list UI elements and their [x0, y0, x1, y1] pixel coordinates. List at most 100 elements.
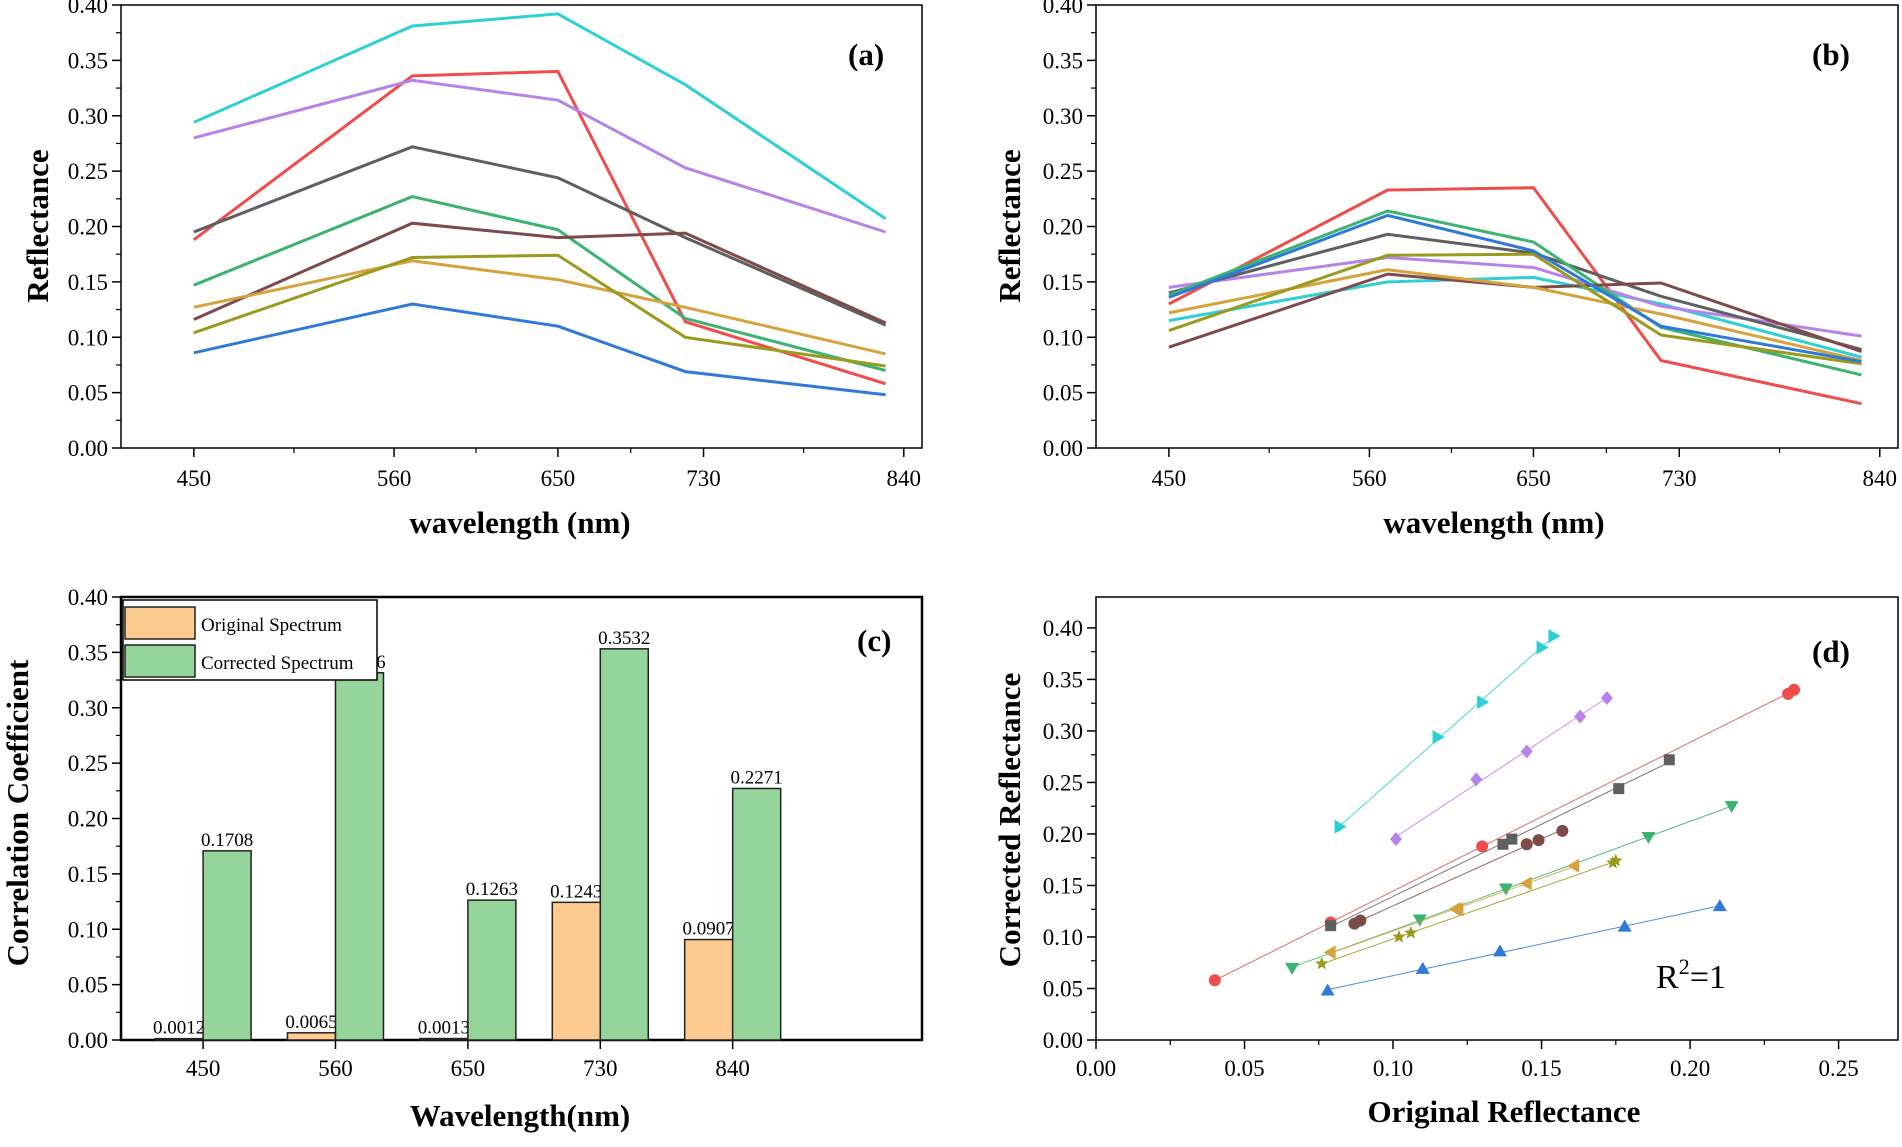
b-series-line-s3 — [1168, 255, 1862, 338]
a-x-tick-label: 560 — [377, 466, 412, 491]
d-point-green — [1412, 914, 1427, 927]
b-y-tick-label: 0.25 — [1043, 159, 1083, 184]
c-legend-label: Original Spectrum — [201, 615, 342, 636]
a-y-tick-label: 0.15 — [68, 270, 108, 295]
a-y-tick-label: 0.30 — [68, 104, 108, 129]
panel-b: (b) wavelength (nm) Reflectance 0.00 0.05… — [992, 0, 1899, 540]
d-point-gray — [1663, 754, 1675, 766]
b-series-line-s8 — [1168, 252, 1862, 366]
d-point-cyan — [1548, 629, 1561, 644]
d-point-cyan — [1432, 730, 1445, 745]
d-y-tick-label: 0.25 — [1043, 770, 1083, 795]
a-series-line-s1 — [193, 12, 887, 220]
c-y-tick-label: 0.25 — [68, 751, 108, 776]
d-x-tick-label: 0.15 — [1521, 1056, 1561, 1081]
a-series-line-s4 — [193, 145, 887, 327]
d-y-tick-label: 0.10 — [1043, 925, 1083, 950]
d-x-tick-label: 0.00 — [1076, 1056, 1116, 1081]
d-y-tick-label: 0.05 — [1043, 976, 1083, 1001]
d-fit-line-red — [1214, 689, 1795, 981]
a-series-line-s9 — [193, 302, 886, 397]
d-point-blue — [1415, 961, 1430, 974]
b-y-tick-label: 0.40 — [1043, 0, 1083, 18]
c-y-tick-label: 0.30 — [68, 696, 108, 721]
panel-c-x-axis-label: Wavelength(nm) — [410, 1098, 630, 1133]
a-y-tick-label: 0.25 — [68, 159, 108, 184]
panel-c: (c) Wavelength(nm) Correlation Coefficie… — [0, 585, 924, 1133]
panel-a-label: (a) — [848, 37, 884, 72]
c-bar-corrected — [467, 899, 517, 1041]
a-y-tick-label: 0.20 — [68, 215, 108, 240]
d-point-brown — [1556, 824, 1569, 837]
d-y-tick-label: 0.15 — [1043, 873, 1083, 898]
d-point-gray — [1613, 783, 1625, 795]
c-bar-corrected — [334, 672, 385, 1041]
b-y-tick-label: 0.15 — [1043, 270, 1083, 295]
c-y-tick-label: 0.00 — [68, 1028, 108, 1053]
c-bar-value-label: 0.1263 — [466, 879, 518, 900]
panel-a-x-axis-label: wavelength (nm) — [409, 505, 630, 540]
a-series-line-s5 — [193, 195, 886, 372]
b-y-tick-label: 0.10 — [1043, 325, 1083, 350]
b-series-line-s1 — [1168, 275, 1862, 359]
b-x-tick-label: 840 — [1863, 466, 1898, 491]
panel-d-y-axis-label: Corrected Reflectance — [992, 673, 1027, 968]
b-x-tick-label: 450 — [1152, 466, 1187, 491]
panel-d-x-axis-label: Original Reflectance — [1368, 1094, 1641, 1129]
c-x-tick-label: 450 — [186, 1056, 221, 1081]
d-point-brown — [1520, 838, 1533, 851]
b-y-tick-label: 0.05 — [1043, 381, 1083, 406]
d-point-olive — [1609, 853, 1623, 867]
c-bar-original — [154, 1037, 204, 1041]
c-bar-original — [286, 1032, 337, 1041]
panel-a-y-axis-label: Reflectance — [20, 149, 55, 302]
c-legend-swatch — [124, 606, 196, 640]
b-x-tick-label: 650 — [1516, 466, 1551, 491]
panel-b-x-axis-label: wavelength (nm) — [1383, 505, 1604, 540]
d-fit-line-olive — [1321, 860, 1616, 965]
a-series-line-s7 — [193, 259, 886, 356]
d-point-gray — [1497, 838, 1509, 850]
a-series-line-s6 — [193, 221, 887, 325]
d-point-purple — [1470, 772, 1483, 787]
b-y-tick-label: 0.00 — [1043, 436, 1083, 461]
d-point-red — [1788, 683, 1801, 696]
d-x-tick-label: 0.20 — [1670, 1056, 1710, 1081]
d-point-blue — [1492, 944, 1507, 957]
c-bar-corrected — [731, 787, 782, 1041]
panel-c-y-axis-label: Correlation Coefficient — [0, 659, 35, 966]
d-point-green — [1641, 832, 1656, 845]
c-x-tick-label: 730 — [583, 1056, 618, 1081]
d-point-red — [1476, 840, 1489, 853]
d-point-blue — [1617, 919, 1632, 932]
d-plot-frame — [1095, 596, 1899, 1041]
b-y-tick-label: 0.20 — [1043, 215, 1083, 240]
a-y-tick-label: 0.05 — [68, 381, 108, 406]
d-point-olive — [1606, 855, 1620, 869]
d-fit-line-green — [1291, 805, 1732, 968]
panel-d-label: (d) — [1812, 634, 1850, 669]
b-plot-frame — [1095, 4, 1899, 449]
d-point-olive — [1315, 956, 1329, 970]
c-bar-value-label: 0.0907 — [683, 919, 735, 940]
d-point-green — [1498, 883, 1513, 896]
b-x-tick-label: 560 — [1352, 466, 1387, 491]
d-point-green — [1285, 962, 1300, 975]
d-y-tick-label: 0.00 — [1043, 1028, 1083, 1053]
c-y-tick-label: 0.40 — [68, 585, 108, 610]
d-fit-line-blue — [1327, 905, 1720, 991]
a-series-line-s3 — [193, 78, 887, 234]
a-x-tick-label: 840 — [887, 466, 922, 491]
a-x-tick-label: 730 — [686, 466, 721, 491]
d-point-brown — [1354, 914, 1367, 927]
b-x-tick-label: 730 — [1662, 466, 1697, 491]
d-point-red — [1208, 974, 1221, 987]
d-point-purple — [1574, 709, 1587, 724]
a-series-line-s2 — [192, 69, 887, 386]
c-bar-original — [551, 901, 602, 1041]
d-fit-line-purple — [1395, 697, 1608, 838]
d-y-tick-label: 0.20 — [1043, 822, 1083, 847]
a-y-tick-label: 0.10 — [68, 325, 108, 350]
c-legend: Original Spectrum Corrected Spectrum — [122, 599, 378, 681]
